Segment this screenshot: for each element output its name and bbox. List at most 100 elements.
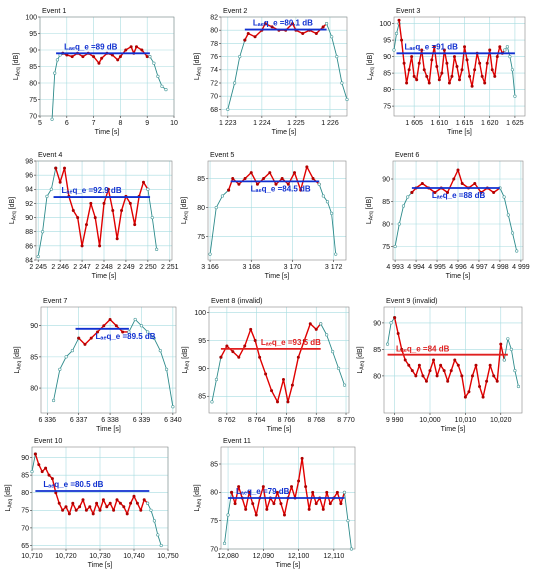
tail-point [58,367,62,371]
tail-series-line [499,187,518,252]
y-axis-label-main: L [9,220,16,224]
tail-point [45,194,49,198]
event-point [125,512,129,516]
event-point [243,176,247,180]
x-tick-label: 6 [65,120,69,127]
event-point [233,502,237,506]
x-axis-label: Time [s] [95,129,120,136]
event-point [91,512,95,516]
y-tick-label: 75 [210,518,218,525]
event-point [290,383,294,387]
event-point [452,55,456,59]
tail-point [506,337,510,341]
event-point [129,501,133,505]
y-tick-label: 90 [30,323,38,330]
plot-frame [208,306,350,414]
x-tick-label: 5 [38,120,42,127]
event-point [410,191,414,195]
x-tick-label: 3 168 [242,264,260,271]
event-series-line [55,167,149,247]
event-point [108,317,112,321]
event-point [249,171,253,175]
event-point [339,502,343,506]
x-tick-label: 8 768 [307,417,325,424]
event-point [488,48,492,52]
tail-point [51,398,56,403]
event-point [492,191,496,195]
event-point [420,48,424,52]
event-point [308,322,312,326]
y-tick-label: 78 [210,41,218,48]
event-point [265,507,269,511]
y-tick-label: 95 [383,38,391,45]
event-point [122,505,126,509]
event-point [446,191,450,195]
y-axis-label-main: L [367,76,374,80]
x-tick-label: 12,080 [217,553,239,560]
event-point [407,68,411,72]
tail-point [505,45,509,49]
y-tick-label: 70 [210,94,218,101]
grid [209,307,349,413]
event-point [50,477,54,481]
event-point [465,58,469,62]
x-tick-label: 1 615 [456,120,474,127]
tail-point [156,74,160,78]
y-tick-label: 76 [210,54,218,61]
event-point [142,498,146,502]
leq-annotation: Lₐₑq_e =91 dB [405,42,459,51]
y-axis-label-sub: Aeq [184,211,190,220]
event-point [442,48,446,52]
tail-point [70,349,74,353]
event-point [335,490,339,494]
panel-event-6: 4 993 4 994 4 995 4 996 4 997 4 998 4 999 75 80 8… [366,150,530,280]
event-point [102,201,106,205]
x-tick-label: 1 223 [219,120,237,127]
y-tick-label: 72 [210,80,218,87]
tail-point [331,350,335,354]
event-point [93,216,97,220]
event-point [414,374,418,378]
tail-point [152,519,156,523]
tail-point [30,470,34,474]
event-point [400,38,404,42]
event-series-line [34,453,149,515]
x-tick-label: 6 340 [164,417,182,424]
x-tick-label: 4 995 [428,264,446,271]
y-tick-label: 85 [29,64,37,71]
tail-series-line [51,52,64,120]
event-point [118,501,122,505]
event-point [276,400,280,404]
x-tick-label: 1 610 [431,120,449,127]
y-axis-label-sub: Aeq [197,499,203,508]
y-axis-label-unit: [dB] [181,197,188,210]
event-point [76,216,80,220]
x-tick-label: 12,090 [253,553,275,560]
tail-point [510,68,515,72]
y-tick-label: 75 [383,104,391,111]
tail-point [506,213,510,217]
event-point [468,74,472,78]
y-axis-label-main: L [181,220,188,224]
event-point [456,168,460,172]
event-point [268,171,272,175]
y-axis-label-sub: Aeq [197,67,203,76]
tail-point [214,205,218,210]
tail-point [152,336,156,340]
plot-frame [207,160,347,261]
y-tick-label: 80 [197,205,205,212]
event-point [258,355,262,359]
x-axis-label: Time [s] [272,129,297,136]
event-point [452,177,456,181]
event-point [403,358,407,362]
event-point [115,498,119,502]
event-point [300,456,304,460]
y-axis-label: LAeq[dB] [194,53,203,80]
tail-point [146,501,150,505]
y-tick-label: 98 [25,158,33,165]
y-tick-label: 85 [373,347,381,354]
tail-point [336,366,341,370]
tail-point [349,547,354,551]
tail-point [238,54,242,59]
y-tick-label: 80 [210,28,218,35]
